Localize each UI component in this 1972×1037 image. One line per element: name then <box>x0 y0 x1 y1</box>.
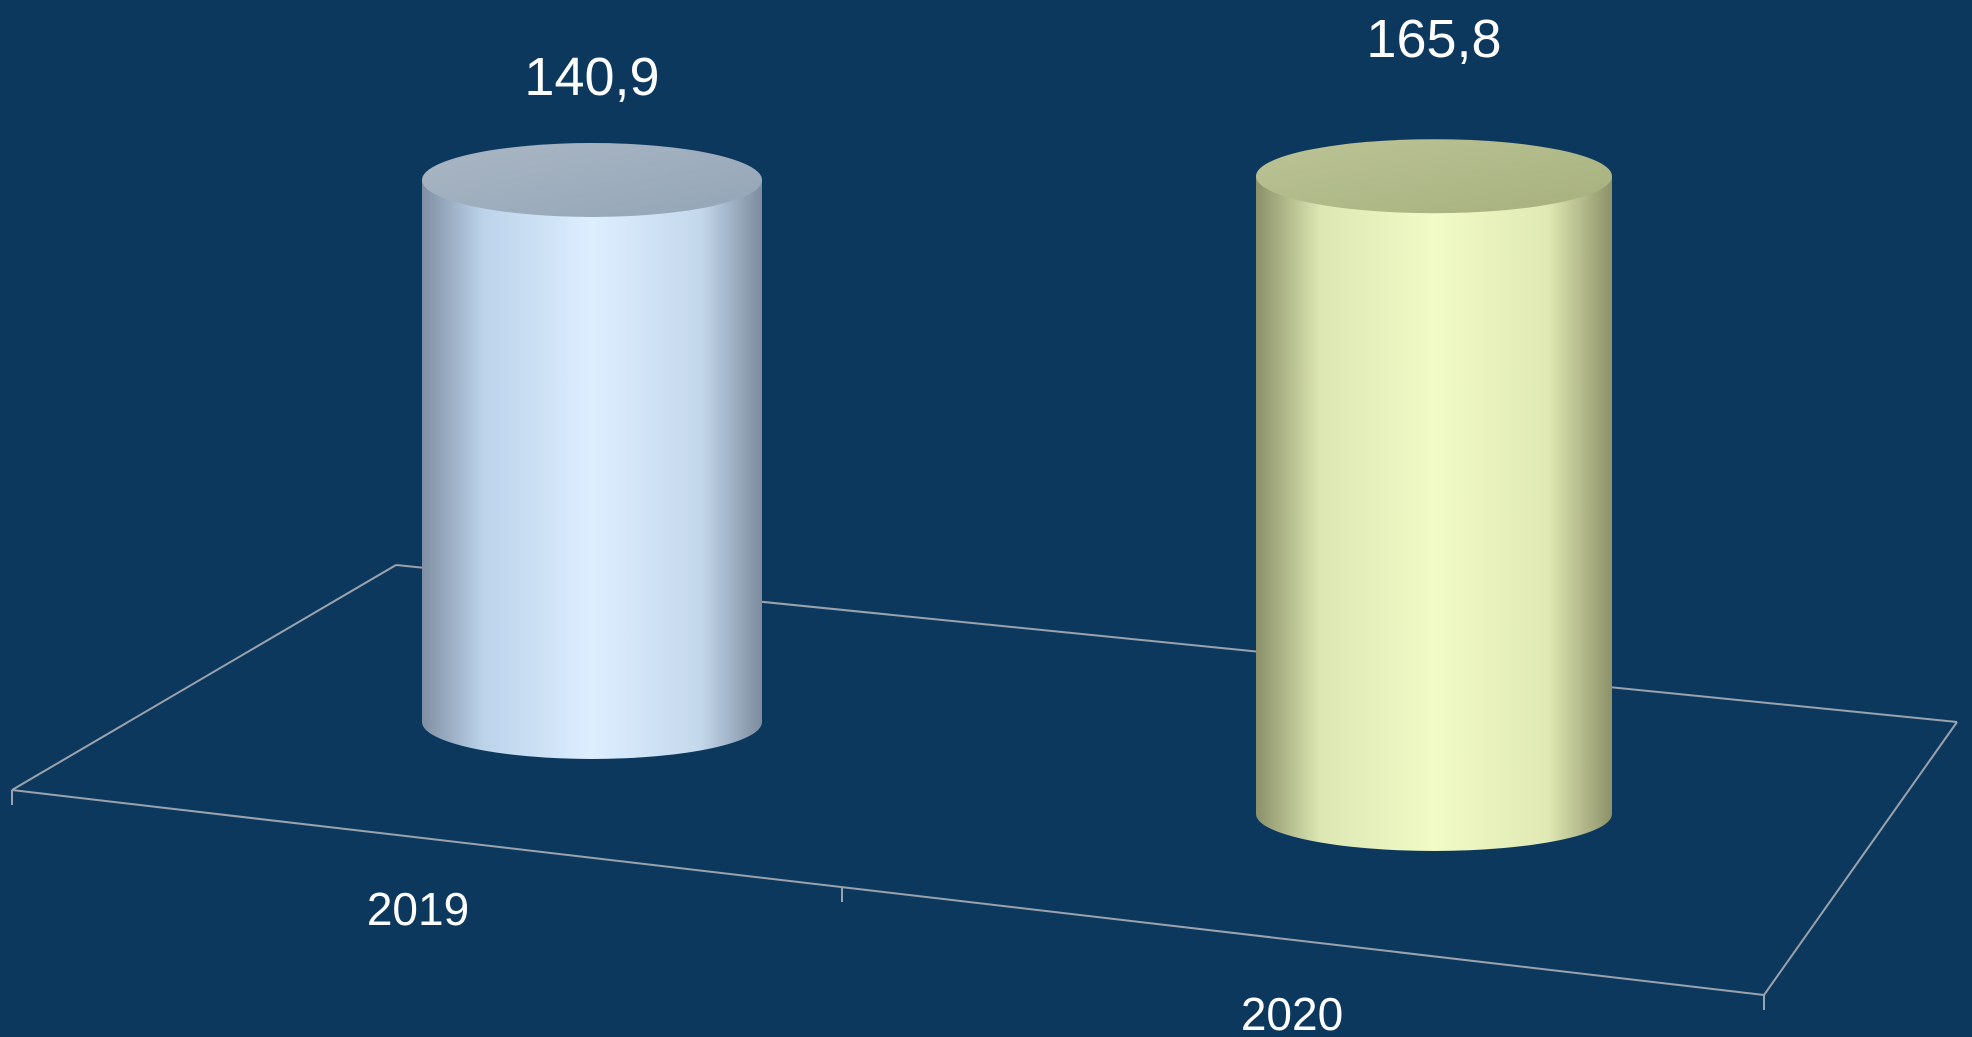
floor-front-edge <box>11 789 1765 996</box>
bars-group <box>422 139 1612 852</box>
floor-right-edge <box>1763 721 1958 996</box>
bar-cylinder-top-2020 <box>1256 139 1612 214</box>
chart-floor <box>11 564 1958 1010</box>
bar-cylinder-2020 <box>1256 176 1612 852</box>
floor-back-left-edge <box>11 564 397 791</box>
x-tick-label-2020: 2020 <box>1241 988 1343 1037</box>
bar-cylinder-2019 <box>422 180 762 759</box>
data-label-2020: 165,8 <box>1366 9 1501 69</box>
bar-cylinder-top-2019 <box>422 143 762 217</box>
x-tick-label-2019: 2019 <box>367 883 469 935</box>
data-label-2019: 140,9 <box>524 47 659 107</box>
